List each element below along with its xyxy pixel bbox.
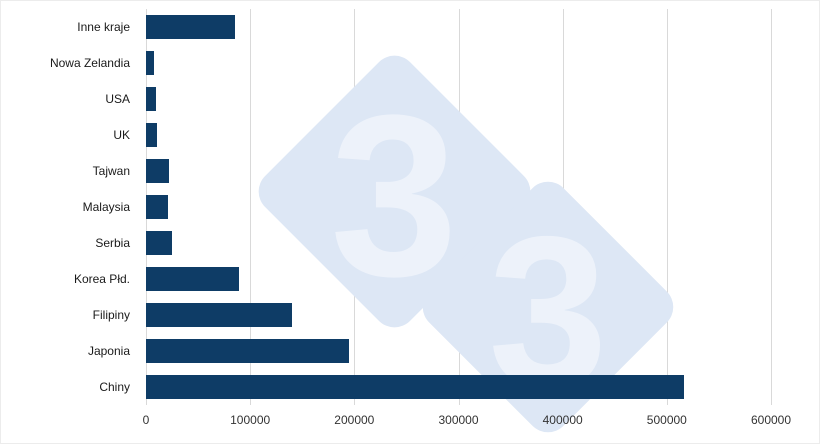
bar	[146, 87, 157, 111]
category-label: Nowa Zelandia	[49, 56, 130, 70]
x-tick-label: 200000	[334, 413, 375, 427]
category-label: Malaysia	[82, 200, 130, 214]
bar	[146, 123, 158, 147]
bars	[146, 9, 771, 405]
category-label: Inne kraje	[77, 20, 130, 34]
category-label: Tajwan	[92, 164, 130, 178]
bar	[146, 195, 168, 219]
category-label: USA	[105, 92, 130, 106]
x-tick-label: 600000	[750, 413, 792, 427]
category-label: UK	[113, 128, 130, 142]
y-axis-labels: Inne kraje Nowa Zelandia USA UK Tajwan Malays…	[1, 9, 138, 405]
category-label: Chiny	[99, 380, 130, 394]
x-tick-label: 0	[142, 413, 150, 427]
x-tick-label: 300000	[438, 413, 479, 427]
bar	[146, 51, 155, 75]
bar	[146, 159, 169, 183]
bar	[146, 267, 239, 291]
category-label: Serbia	[95, 236, 130, 250]
category-label: Filipiny	[92, 308, 130, 322]
bar	[146, 339, 350, 363]
bar	[146, 303, 292, 327]
category-label: Korea Płd.	[73, 272, 130, 286]
x-tick-label: 400000	[542, 413, 583, 427]
x-axis-labels: 0 100000 200000 300000 400000 500000 600000	[142, 413, 791, 433]
x-tick-label: 500000	[646, 413, 687, 427]
plot-area	[146, 9, 772, 405]
gridline	[771, 9, 772, 405]
category-label: Japonia	[87, 344, 130, 358]
bar	[146, 231, 173, 255]
bar	[146, 375, 684, 399]
bar	[146, 15, 235, 39]
x-tick-label: 100000	[230, 413, 271, 427]
